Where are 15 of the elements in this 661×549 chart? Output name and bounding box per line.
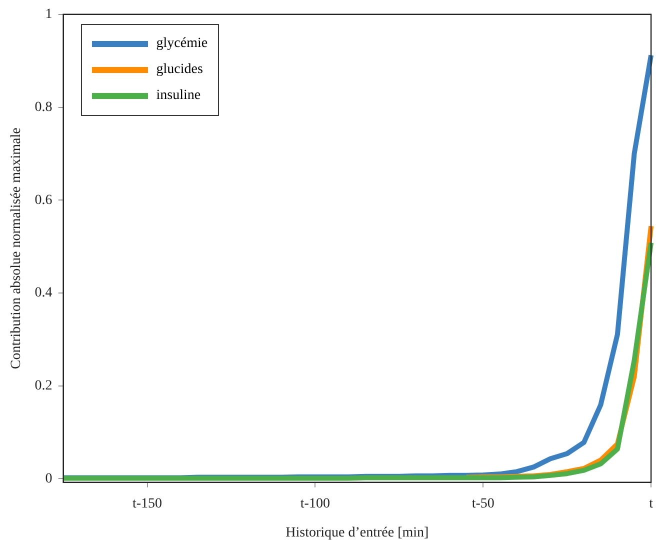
legend-label: insuline xyxy=(156,88,201,104)
x-tick-label: t-100 xyxy=(300,496,330,512)
y-tick-label: 0.8 xyxy=(34,100,52,115)
y-axis-title: Contribution absolue normalisée maximale xyxy=(9,128,24,370)
x-tick-label: t-150 xyxy=(132,496,162,512)
y-tick-label: 0.6 xyxy=(34,192,52,208)
legend-label: glucides xyxy=(156,62,203,78)
x-axis-title: Historique d’entrée [min] xyxy=(286,525,429,540)
y-tick-label: 0.4 xyxy=(34,286,52,301)
y-tick-label: 0.2 xyxy=(34,378,52,394)
y-tick-label: 1 xyxy=(45,7,52,22)
x-tick-label: t-50 xyxy=(472,496,494,512)
x-tick-label: t xyxy=(649,496,654,512)
legend-label: glycémie xyxy=(156,36,208,52)
y-tick-label: 0 xyxy=(45,471,52,486)
